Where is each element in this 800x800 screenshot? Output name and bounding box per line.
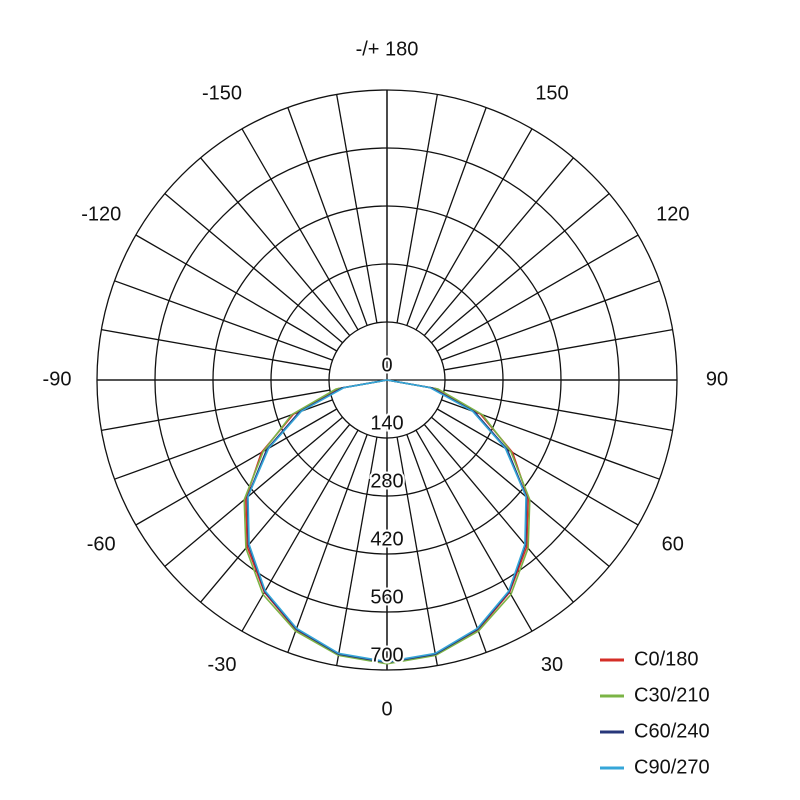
angle-label: 30: [541, 654, 563, 676]
grid-spoke: [444, 329, 673, 371]
angle-label: -120: [81, 203, 121, 225]
grid-spoke: [396, 94, 438, 323]
grid-spoke: [423, 157, 574, 336]
angle-label: 0: [381, 698, 392, 720]
radial-label: 280: [370, 470, 403, 492]
radial-label: 420: [370, 528, 403, 550]
grid-spoke: [135, 234, 338, 352]
angle-label: -90: [43, 368, 72, 390]
grid-spoke: [396, 437, 438, 666]
grid-spoke: [336, 94, 378, 323]
grid-spoke: [241, 429, 359, 632]
angle-label: -60: [87, 533, 116, 555]
grid-spoke: [114, 280, 333, 361]
grid-spoke: [431, 193, 610, 344]
grid-spoke: [441, 280, 660, 361]
grid-spoke: [101, 389, 330, 431]
grid-spoke: [200, 424, 351, 603]
grid-spoke: [200, 157, 351, 336]
grid-spoke: [164, 193, 343, 344]
angle-label: 150: [535, 82, 568, 104]
angle-label: 60: [662, 533, 684, 555]
angle-label: -30: [208, 654, 237, 676]
grid-spoke: [241, 128, 359, 331]
legend-label: C60/240: [634, 720, 710, 742]
legend-label: C0/180: [634, 648, 699, 670]
angle-label: 120: [656, 203, 689, 225]
grid-spoke: [415, 128, 533, 331]
legend-label: C90/270: [634, 756, 710, 778]
grid-spoke: [287, 107, 368, 326]
radial-label: 0: [381, 354, 392, 376]
grid-spoke: [287, 434, 368, 653]
grid-spoke: [436, 408, 639, 526]
grid-spoke: [444, 389, 673, 431]
grid-spoke: [135, 408, 338, 526]
grid-spoke: [101, 329, 330, 371]
radial-label: 700: [370, 644, 403, 666]
angle-label: 90: [706, 368, 728, 390]
legend-label: C30/210: [634, 684, 710, 706]
angle-label: -150: [202, 82, 242, 104]
grid-spoke: [436, 234, 639, 352]
grid-spoke: [406, 434, 487, 653]
intensity-curve: [243, 379, 531, 665]
grid-spoke: [406, 107, 487, 326]
grid-spoke: [336, 437, 378, 666]
angle-label: -/+ 180: [356, 38, 419, 60]
radial-label: 560: [370, 586, 403, 608]
intensity-curve: [247, 379, 527, 663]
grid-spoke: [164, 416, 343, 567]
grid-spoke: [423, 424, 574, 603]
grid-spoke: [431, 416, 610, 567]
radial-label: 140: [370, 412, 403, 434]
grid-spoke: [415, 429, 533, 632]
